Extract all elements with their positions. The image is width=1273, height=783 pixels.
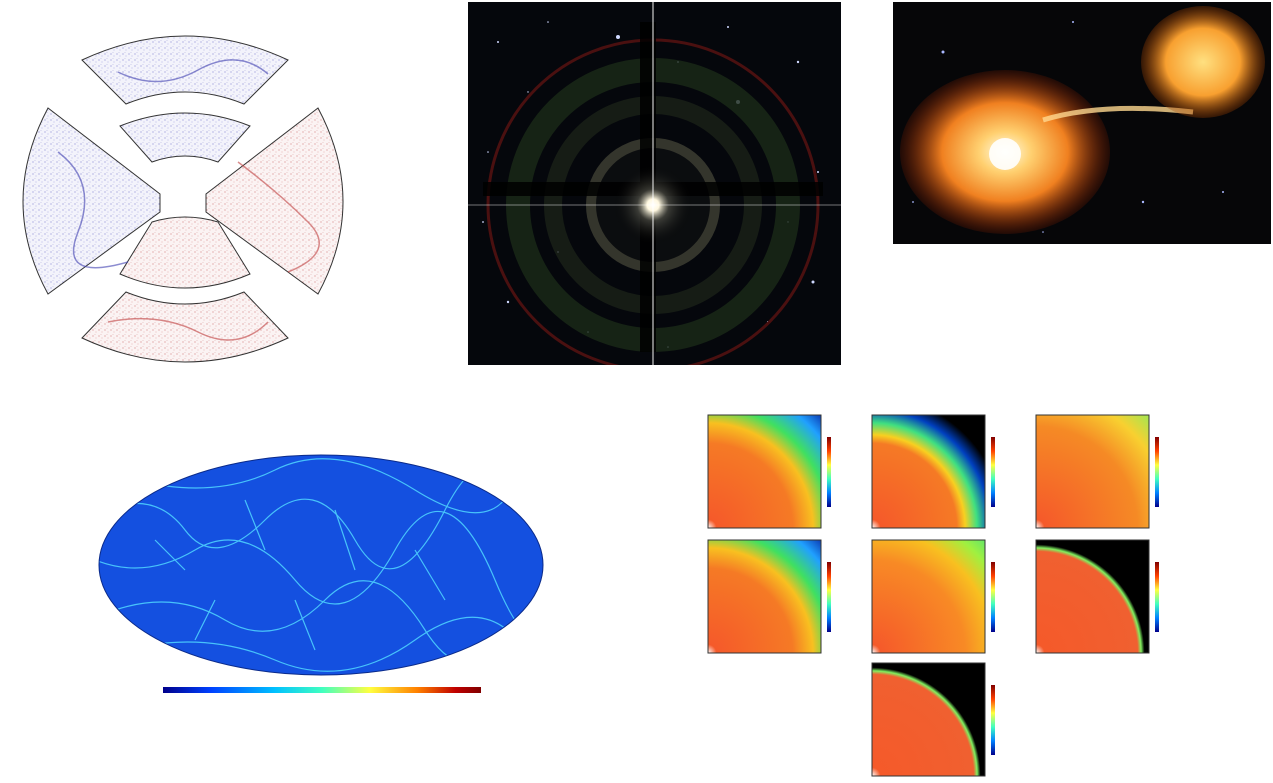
bright-star-field-image [468,2,841,365]
survey-svg [22,35,344,363]
wedge-bottom-inner [119,216,251,289]
skymap-svg [98,454,544,693]
wedge-right [205,107,344,295]
filament-blue [117,59,269,83]
giant-star [1141,6,1265,118]
simulation-panel-grid [706,413,1168,778]
sim-panel [1035,414,1159,529]
starfield-svg [468,2,841,365]
bg-stars [912,21,1224,233]
sim-panel [707,539,831,654]
sim-panel-image [707,539,822,654]
sim-panel-image [1035,539,1150,654]
sim-colorbar [827,562,831,632]
sim-grid [707,414,1159,777]
binary-star-illustration [893,2,1271,244]
full-sky-map [95,450,550,700]
sim-panel-image [707,414,822,529]
galaxy-survey-wedge-diagram [8,22,363,384]
sim-panel [707,414,831,529]
wedge-top-outer [81,35,289,105]
sim-colorbar [827,437,831,507]
sky-ellipse [99,455,543,675]
filament-blue-2 [57,151,129,269]
colorbar [163,687,481,693]
sim-colorbar [991,437,995,507]
sim-panel-image [871,539,986,654]
wedge-top-inner [119,112,251,163]
accretor-glow [989,138,1021,170]
wedge-left [22,107,161,295]
sim-panel-image [871,662,986,777]
sim-panel [871,539,995,654]
filament-red-2 [107,317,269,341]
sim-colorbar [1155,437,1159,507]
sim-colorbar [1155,562,1159,632]
sim-colorbar [991,562,995,632]
sim-panel [871,662,995,777]
sim-panel-image [871,414,986,529]
sim-panel-image [1035,414,1150,529]
sim-panel [1035,539,1159,654]
filament-red [237,161,320,273]
sims-svg [707,414,1159,777]
binary-svg [893,2,1271,244]
sim-colorbar [991,685,995,755]
sim-panel [871,414,995,529]
